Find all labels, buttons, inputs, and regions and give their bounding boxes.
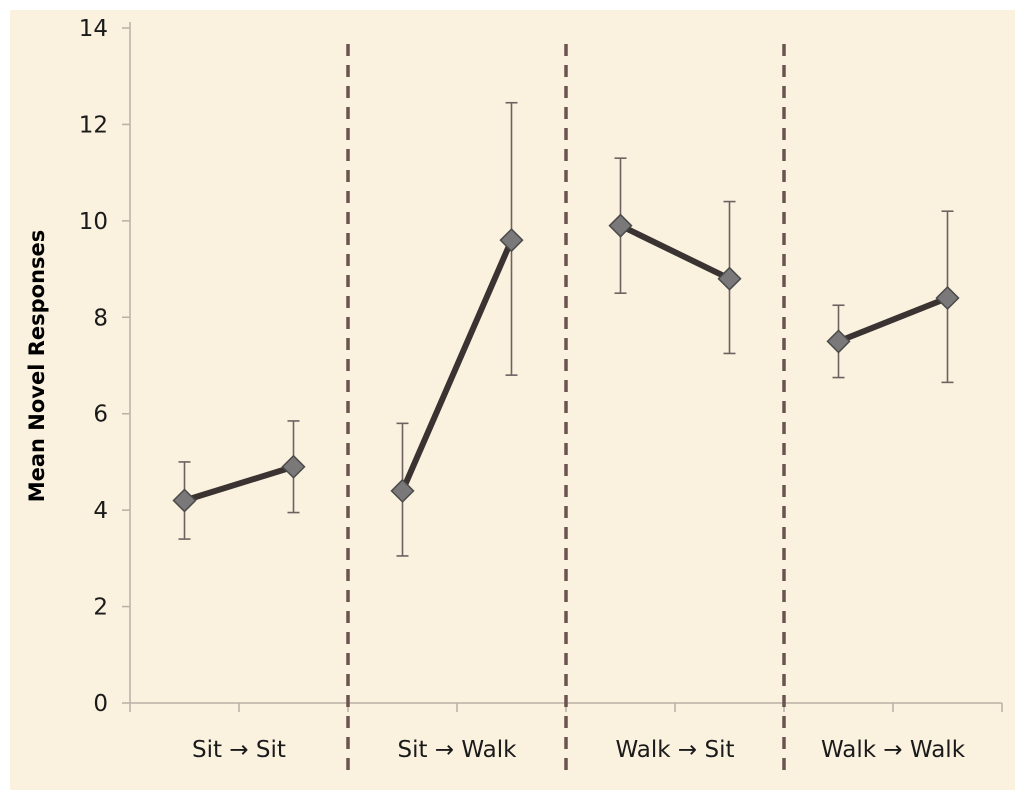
data-point: [281, 454, 306, 479]
chart-background: [10, 10, 1015, 790]
axis-layer: [122, 22, 1003, 712]
data-point: [717, 266, 742, 291]
series-lines: [181, 222, 951, 504]
y-tick-label: 0: [93, 691, 108, 717]
x-category-label: Walk → Sit: [616, 737, 735, 763]
data-point: [826, 329, 851, 354]
data-point: [172, 488, 197, 513]
y-tick-label: 12: [79, 112, 108, 138]
x-category-label: Sit → Sit: [192, 737, 286, 763]
data-point: [499, 228, 524, 253]
data-point: [390, 478, 415, 503]
series-line: [617, 222, 733, 282]
data-point: [935, 285, 960, 311]
series-line: [835, 295, 951, 345]
x-category-label: Sit → Walk: [398, 737, 518, 763]
y-tick-label: 10: [79, 209, 108, 235]
y-tick-label: 6: [93, 402, 108, 428]
y-axis-title: Mean Novel Responses: [25, 230, 49, 503]
series-line: [181, 463, 297, 504]
y-tick-label: 4: [93, 498, 108, 524]
data-markers: [172, 213, 960, 513]
x-category-label: Walk → Walk: [821, 737, 966, 763]
axis-labels: 0 2 4 6 8 10 12 14 Sit → Sit Sit → Walk Walk → Sit…: [79, 16, 966, 763]
group-dividers: [346, 44, 786, 778]
series-line: [399, 237, 515, 494]
y-tick-label: 14: [79, 16, 108, 42]
y-tick-label: 2: [93, 595, 108, 621]
y-tick-label: 8: [93, 305, 108, 331]
data-point: [608, 213, 633, 238]
